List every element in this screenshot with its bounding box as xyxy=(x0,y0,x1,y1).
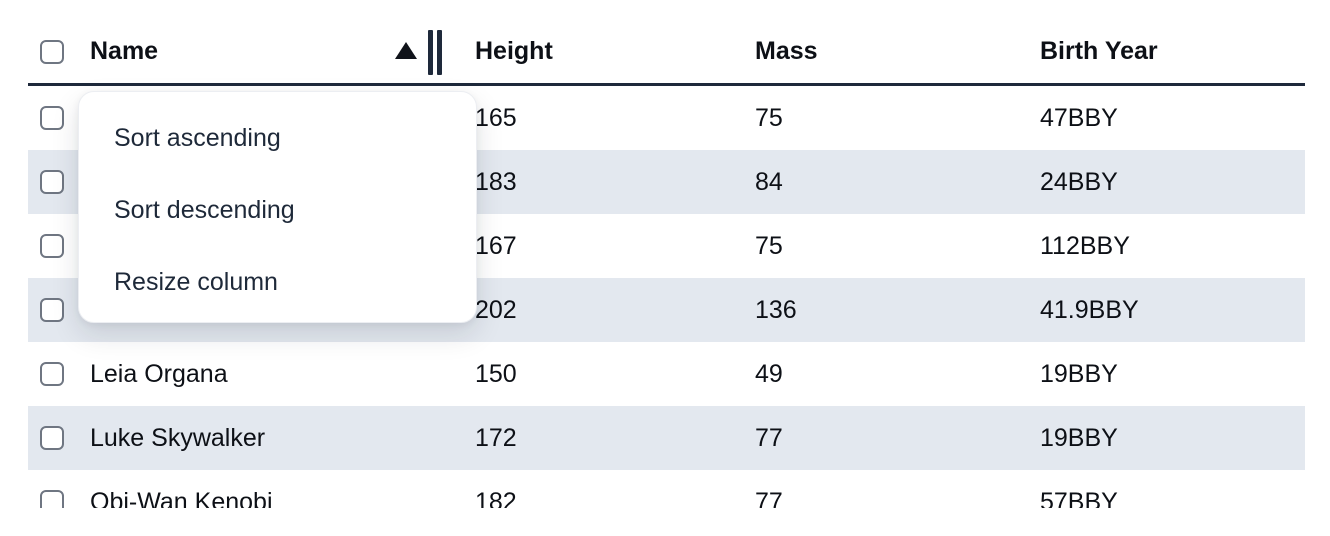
cell-birth-year: 47BBY xyxy=(1040,103,1118,132)
select-all-checkbox[interactable] xyxy=(40,39,64,64)
column-header-name[interactable]: Name xyxy=(90,37,159,65)
row-checkbox-cell xyxy=(28,234,90,258)
cell-height: 150 xyxy=(475,359,517,388)
cell-mass: 77 xyxy=(755,487,783,509)
cell-birth-year: 57BBY xyxy=(1040,487,1118,509)
cell-height: 165 xyxy=(475,103,517,132)
row-checkbox-cell xyxy=(28,362,90,386)
cell-mass: 84 xyxy=(755,167,783,196)
row-checkbox[interactable] xyxy=(40,490,64,508)
row-checkbox[interactable] xyxy=(40,426,64,450)
cell-birth-year: 41.9BBY xyxy=(1040,295,1139,324)
menu-item-sort-ascending[interactable]: Sort ascending xyxy=(114,123,281,152)
row-checkbox-cell xyxy=(28,170,90,194)
cell-mass: 49 xyxy=(755,359,783,388)
column-resize-handle-icon[interactable] xyxy=(428,30,442,75)
table-row[interactable]: Luke Skywalker 172 77 19BBY xyxy=(28,406,1305,470)
cell-height: 167 xyxy=(475,231,517,260)
column-header-height[interactable]: Height xyxy=(475,37,553,65)
cell-name: Luke Skywalker xyxy=(90,423,266,452)
cell-mass: 75 xyxy=(755,103,783,132)
column-header-birth-year[interactable]: Birth Year xyxy=(1040,37,1158,65)
table-viewport: Name Height Mass Birth Year 165 75 47BBY… xyxy=(28,0,1305,508)
cell-birth-year: 24BBY xyxy=(1040,167,1118,196)
cell-height: 172 xyxy=(475,423,517,452)
row-checkbox-cell xyxy=(28,106,90,130)
cell-name: Leia Organa xyxy=(90,359,228,388)
table-header-row: Name Height Mass Birth Year xyxy=(28,0,1305,86)
cell-height: 182 xyxy=(475,487,517,509)
table-row[interactable]: Leia Organa 150 49 19BBY xyxy=(28,342,1305,406)
row-checkbox[interactable] xyxy=(40,298,64,322)
row-checkbox-cell xyxy=(28,298,90,322)
table-row[interactable]: Obi-Wan Kenobi 182 77 57BBY xyxy=(28,470,1305,508)
row-checkbox-cell xyxy=(28,490,90,508)
row-checkbox[interactable] xyxy=(40,234,64,258)
cell-mass: 77 xyxy=(755,423,783,452)
select-all-cell xyxy=(28,39,90,64)
sort-ascending-icon[interactable] xyxy=(395,42,417,59)
menu-item-sort-descending[interactable]: Sort descending xyxy=(114,195,295,224)
menu-item-resize-column[interactable]: Resize column xyxy=(114,267,278,296)
row-checkbox[interactable] xyxy=(40,170,64,194)
row-checkbox[interactable] xyxy=(40,106,64,130)
cell-birth-year: 112BBY xyxy=(1040,231,1130,260)
cell-mass: 136 xyxy=(755,295,797,324)
cell-height: 202 xyxy=(475,295,517,324)
row-checkbox-cell xyxy=(28,426,90,450)
cell-height: 183 xyxy=(475,167,517,196)
cell-birth-year: 19BBY xyxy=(1040,359,1118,388)
cell-mass: 75 xyxy=(755,231,783,260)
cell-name: Obi-Wan Kenobi xyxy=(90,487,273,509)
cell-birth-year: 19BBY xyxy=(1040,423,1118,452)
row-checkbox[interactable] xyxy=(40,362,64,386)
column-header-mass[interactable]: Mass xyxy=(755,37,818,65)
column-context-menu: Sort ascending Sort descending Resize co… xyxy=(78,91,477,323)
